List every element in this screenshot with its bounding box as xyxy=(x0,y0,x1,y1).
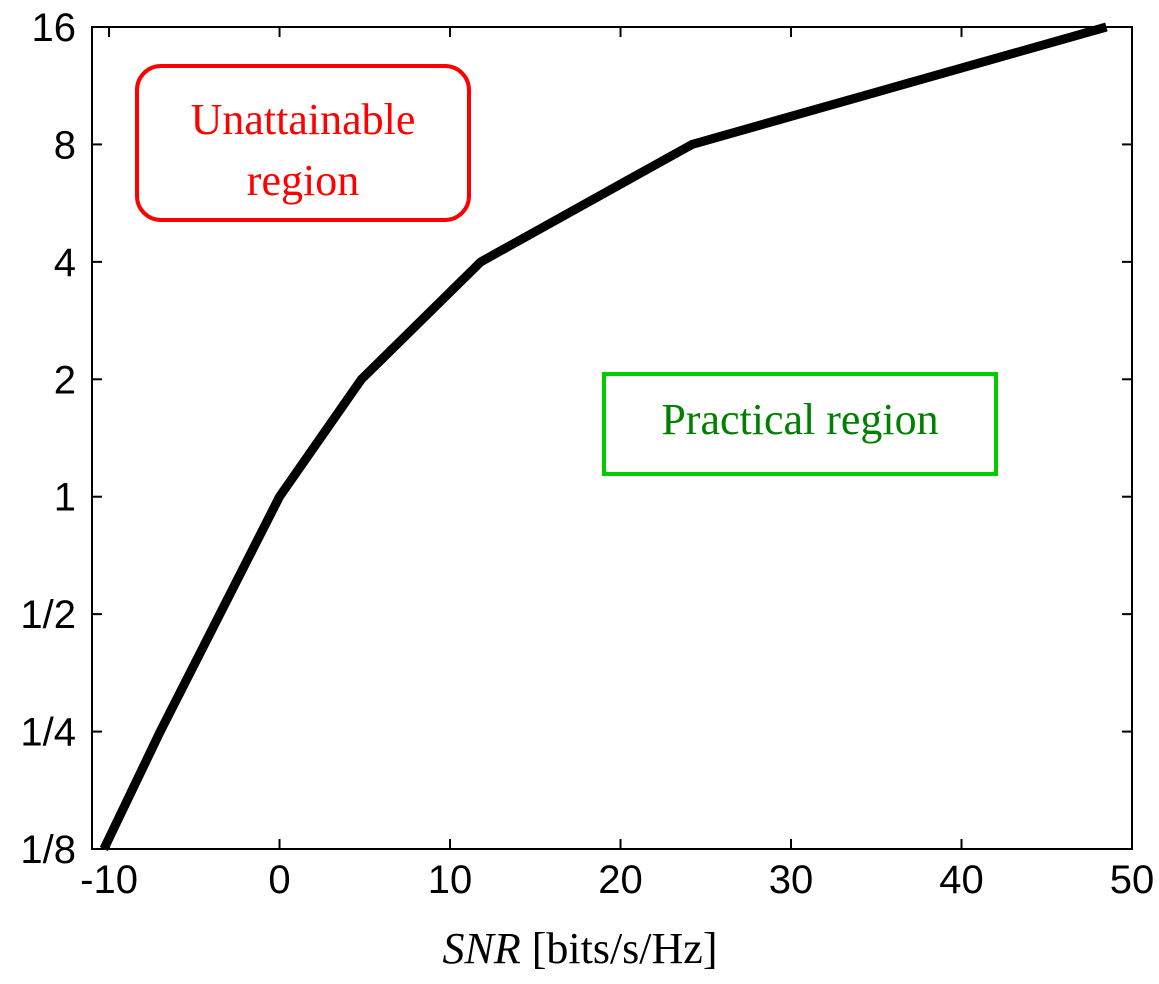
x-axis-label-italic: SNR xyxy=(443,924,521,973)
practical-region-label: Practical region xyxy=(661,395,938,444)
x-tick-label: 20 xyxy=(598,858,643,902)
y-tick-label: 1/8 xyxy=(20,828,76,872)
y-tick-label: 1/4 xyxy=(20,711,76,755)
unattainable-region-line-2: region xyxy=(247,156,359,205)
annotations-layer: Unattainable region Practical region xyxy=(137,66,996,474)
y-tick-label: 2 xyxy=(54,358,76,402)
x-tick-label: 10 xyxy=(428,858,473,902)
x-tick-label: 0 xyxy=(268,858,290,902)
x-tick-label: 50 xyxy=(1110,858,1155,902)
x-tick-label: 30 xyxy=(769,858,814,902)
x-tick-label: 40 xyxy=(939,858,984,902)
y-tick-label: 1/2 xyxy=(20,593,76,637)
x-tick-label: -10 xyxy=(80,858,138,902)
unattainable-region-line-1: Unattainable xyxy=(191,95,416,144)
plot-frame xyxy=(92,27,1132,849)
y-tick-label: 8 xyxy=(54,123,76,167)
x-axis-label-unit: [bits/s/Hz] xyxy=(521,924,718,973)
y-tick-label: 4 xyxy=(54,241,76,285)
y-tick-label: 16 xyxy=(32,6,77,50)
y-tick-label: 1 xyxy=(54,476,76,520)
x-axis-label: SNR [bits/s/Hz] xyxy=(443,924,718,973)
